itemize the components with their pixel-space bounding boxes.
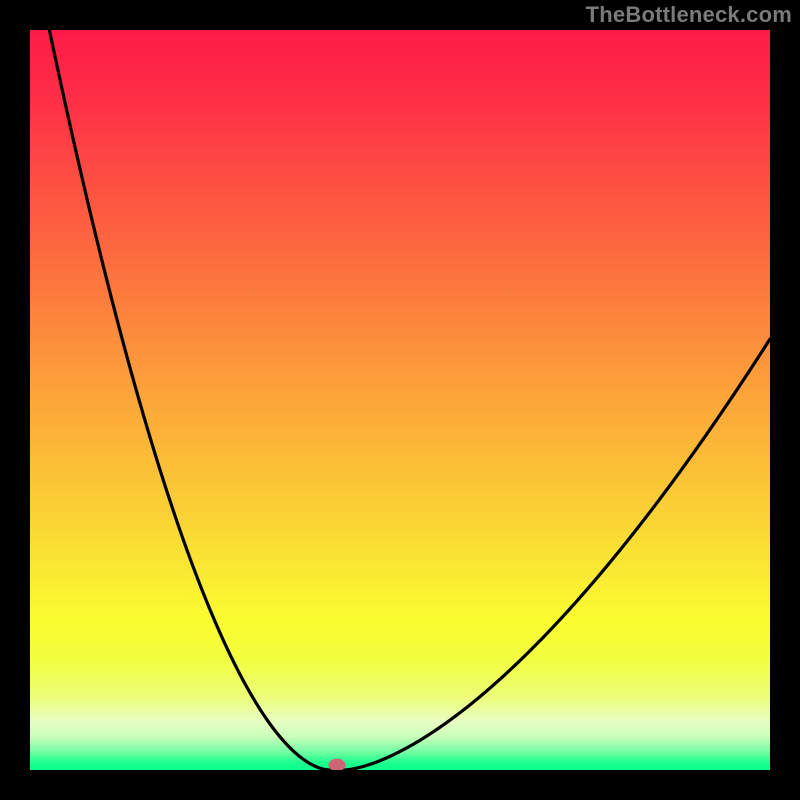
gradient-background bbox=[30, 30, 770, 770]
stage: TheBottleneck.com bbox=[0, 0, 800, 800]
bottleneck-chart bbox=[0, 0, 800, 800]
watermark-text: TheBottleneck.com bbox=[586, 0, 800, 28]
plot-area bbox=[30, 30, 770, 771]
optimal-point-marker bbox=[328, 759, 345, 772]
